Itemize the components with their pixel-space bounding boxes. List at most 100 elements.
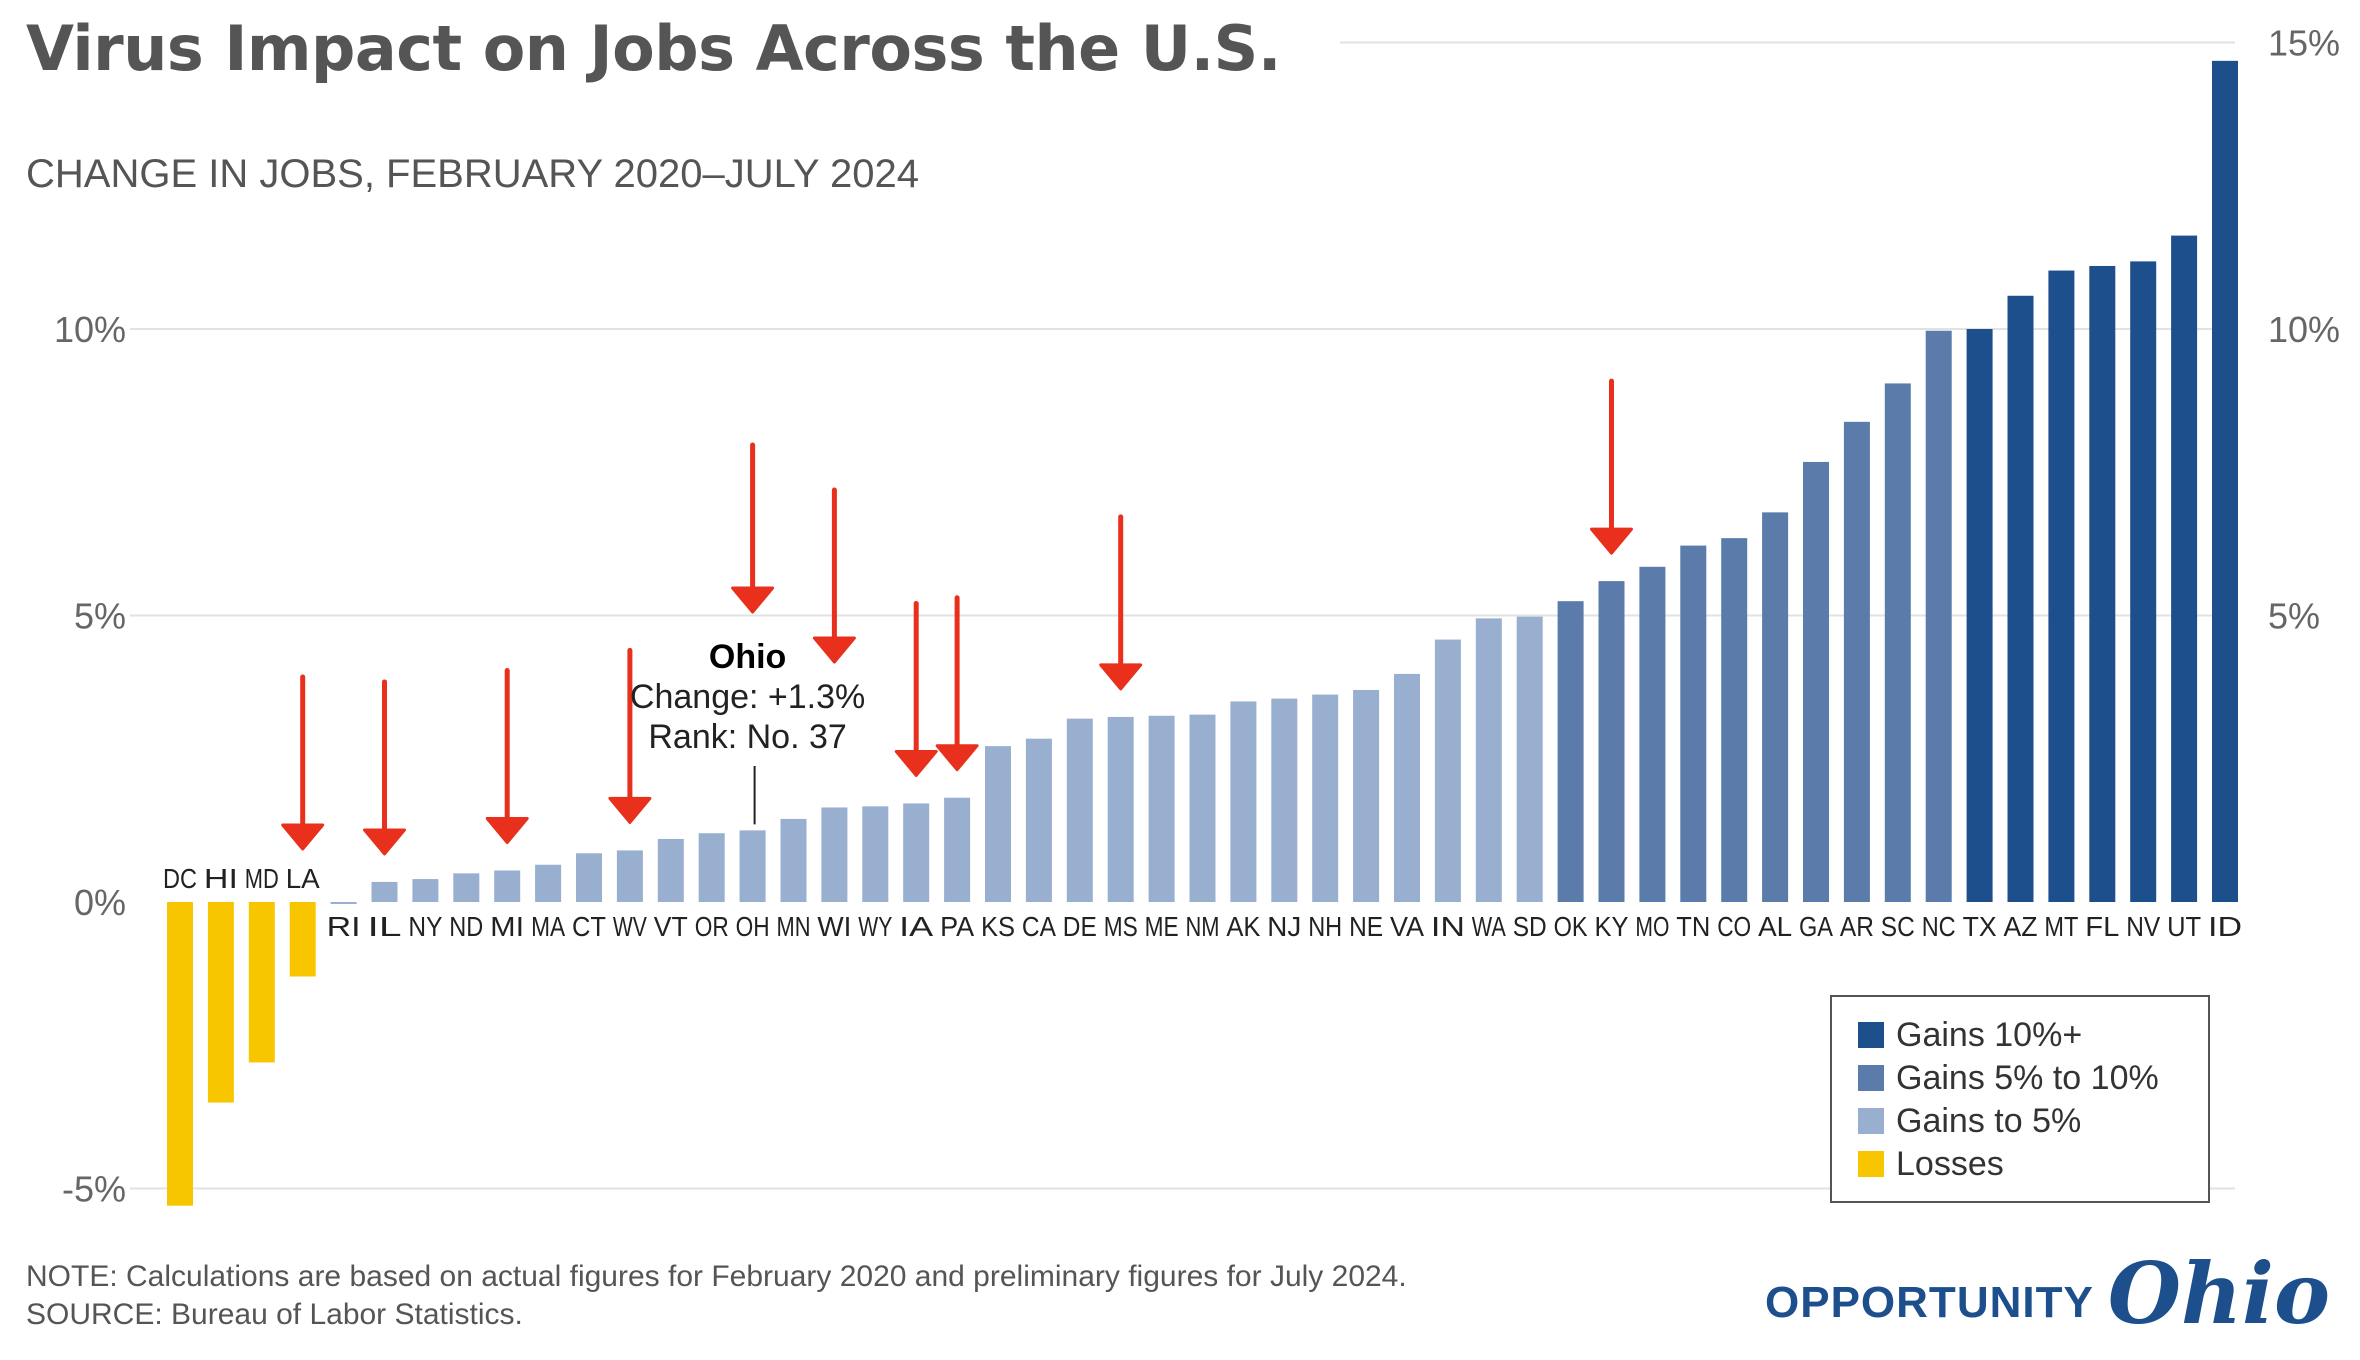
x-tick-label-nh: NH — [1308, 911, 1342, 942]
x-tick-label-ca: CA — [1022, 911, 1056, 942]
x-tick-label-ne: NE — [1349, 911, 1383, 942]
x-tick-label-ny: NY — [408, 911, 442, 942]
bar-vt — [657, 838, 684, 902]
x-tick-label-wv: WV — [613, 911, 647, 942]
x-tick-label-in: IN — [1431, 911, 1465, 942]
x-tick-label-wy: WY — [858, 911, 892, 942]
legend-swatch — [1858, 1065, 1884, 1091]
x-tick-label-ks: KS — [981, 911, 1015, 942]
x-tick-label-id: ID — [2208, 911, 2242, 942]
bar-mi — [494, 870, 521, 902]
x-tick-label-or: OR — [695, 911, 729, 942]
opportunity-ohio-logo: OPPORTUNITY Ohio — [1765, 1252, 2330, 1336]
x-tick-label-oh: OH — [736, 911, 770, 942]
x-tick-label-il: IL — [368, 911, 402, 942]
bars — [167, 60, 2238, 1206]
x-tick-label-la: LA — [286, 863, 320, 894]
bar-nm — [1189, 714, 1216, 902]
x-tick-label-ri: RI — [327, 911, 361, 942]
legend-item-low: Gains to 5% — [1858, 1101, 2081, 1141]
arrow-ia-head — [894, 749, 938, 777]
x-tick-label-de: DE — [1063, 911, 1097, 942]
x-tick-label-ga: GA — [1799, 911, 1833, 942]
arrow-il-head — [363, 828, 406, 856]
chart-subtitle: CHANGE IN JOBS, FEBRUARY 2020–JULY 2024 — [26, 152, 919, 196]
bar-ok — [1557, 601, 1584, 902]
x-tick-label-vt: VT — [654, 911, 688, 942]
x-tick-label-mn: MN — [777, 911, 811, 942]
x-tick-label-nj: NJ — [1267, 911, 1301, 942]
x-tick-label-md: MD — [245, 863, 279, 894]
chart-title: Virus Impact on Jobs Across the U.S. — [26, 12, 1281, 85]
legend-swatch — [1858, 1151, 1884, 1177]
bar-tn — [1680, 545, 1707, 902]
x-tick-label-mo: MO — [1635, 911, 1669, 942]
x-tick-label-ak: AK — [1226, 911, 1260, 942]
bar-ri — [330, 902, 357, 904]
bar-oh — [739, 830, 766, 902]
x-tick-label-ct: CT — [572, 911, 606, 942]
x-tick-label-ar: AR — [1840, 911, 1874, 942]
bar-ak — [1230, 701, 1257, 902]
bar-dc — [167, 902, 193, 1206]
x-tick-label-ms: MS — [1104, 911, 1138, 942]
bar-ia — [903, 803, 930, 902]
y-tick-label-left: -5% — [62, 1169, 126, 1210]
bar-co — [1721, 538, 1748, 902]
x-tick-label-sc: SC — [1881, 911, 1915, 942]
bar-md — [248, 902, 275, 1063]
bar-al — [1762, 512, 1789, 902]
legend: Gains 10%+ Gains 5% to 10% Gains to 5% L… — [1830, 995, 2210, 1203]
bar-il — [371, 881, 398, 902]
arrow-wv-head — [608, 796, 652, 824]
bar-va — [1394, 673, 1420, 902]
x-tick-label-ut: UT — [2167, 911, 2201, 942]
arrow-pa-head — [935, 744, 979, 772]
x-tick-label-wi: WI — [817, 911, 851, 942]
bar-ky — [1598, 581, 1625, 902]
x-tick-label-wa: WA — [1472, 911, 1506, 942]
logo-script: Ohio — [2107, 1244, 2330, 1343]
x-tick-label-tx: TX — [1963, 911, 1997, 942]
x-tick-label-ky: KY — [1595, 911, 1629, 942]
x-tick-label-ia: IA — [899, 911, 933, 942]
x-tick-label-fl: FL — [2085, 911, 2119, 942]
bar-nc — [1925, 330, 1952, 902]
arrow-mi-head — [485, 816, 529, 844]
y-tick-label-left: 0% — [74, 882, 126, 923]
x-tick-label-nd: ND — [449, 911, 483, 942]
bar-pa — [944, 797, 971, 902]
legend-item-mid: Gains 5% to 10% — [1858, 1058, 2159, 1098]
bar-ct — [576, 853, 602, 902]
x-tick-label-mt: MT — [2044, 911, 2078, 942]
bar-sc — [1884, 383, 1911, 902]
bar-wy — [862, 806, 889, 902]
bar-ar — [1843, 421, 1870, 902]
bar-id — [2212, 60, 2238, 902]
bar-ga — [1803, 461, 1829, 902]
bar-sd — [1516, 616, 1543, 902]
footnote: NOTE: Calculations are based on actual f… — [26, 1260, 1407, 1293]
bar-nd — [453, 873, 480, 902]
bar-ks — [985, 746, 1011, 902]
source-note: SOURCE: Bureau of Labor Statistics. — [26, 1298, 523, 1331]
arrow-oh-head — [731, 586, 775, 614]
x-tick-label-mi: MI — [490, 911, 524, 942]
logo-text: OPPORTUNITY — [1765, 1278, 2094, 1327]
x-tick-label-sd: SD — [1513, 911, 1547, 942]
legend-label: Gains 10%+ — [1896, 1015, 2083, 1054]
bar-hi — [207, 902, 234, 1103]
x-tick-label-nc: NC — [1922, 911, 1956, 942]
y-tick-label-right: 5% — [2268, 596, 2320, 637]
y-tick-label-right: 15% — [2268, 23, 2340, 64]
legend-label: Losses — [1896, 1144, 2004, 1183]
callout-rank: Rank: No. 37 — [648, 718, 846, 756]
bar-me — [1148, 715, 1175, 902]
y-tick-label-left: 5% — [74, 596, 126, 637]
x-tick-label-co: CO — [1717, 911, 1751, 942]
callout-title: Ohio — [709, 638, 786, 676]
bar-nh — [1312, 694, 1339, 902]
bar-la — [289, 902, 316, 977]
x-tick-label-tn: TN — [1676, 911, 1710, 942]
